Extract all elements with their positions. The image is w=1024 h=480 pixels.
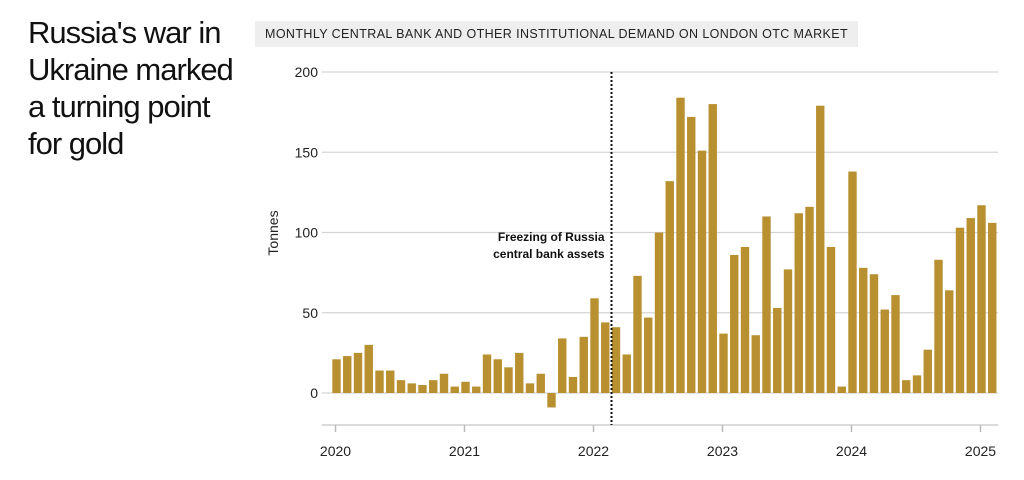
bar — [751, 335, 760, 393]
bar — [923, 349, 932, 393]
bar — [493, 359, 502, 393]
y-axis-label: Tonnes — [265, 210, 281, 255]
bar — [740, 246, 750, 393]
bar — [945, 290, 954, 393]
bar — [633, 275, 642, 393]
bar — [848, 171, 857, 393]
bar — [783, 269, 793, 393]
bar — [611, 327, 621, 393]
bar — [966, 218, 975, 393]
bar — [407, 383, 416, 393]
bar — [450, 386, 459, 393]
bar — [880, 309, 889, 393]
y-tick-label: 50 — [302, 305, 318, 321]
bar — [482, 354, 492, 393]
bar — [934, 259, 943, 393]
bar — [762, 216, 771, 393]
bar — [676, 97, 685, 394]
bar — [719, 333, 728, 393]
bar — [353, 352, 363, 393]
bar — [912, 375, 922, 393]
bar — [590, 298, 599, 393]
bar — [332, 359, 341, 393]
bar — [697, 150, 707, 393]
bar — [364, 344, 373, 393]
bar — [977, 205, 986, 393]
bar — [375, 370, 384, 393]
bar — [472, 386, 481, 393]
bar — [859, 267, 868, 393]
headline-line: Russia's war in — [28, 15, 221, 50]
bar — [504, 367, 513, 393]
bar — [869, 274, 879, 393]
bar — [826, 246, 836, 393]
bar — [579, 336, 588, 393]
bar — [805, 206, 814, 393]
bar — [687, 116, 696, 393]
y-tick-label: 150 — [295, 144, 319, 160]
bar — [654, 232, 664, 393]
y-tick-label: 200 — [295, 64, 319, 80]
bar — [418, 384, 427, 393]
x-tick-label: 2023 — [707, 443, 738, 459]
bar — [730, 254, 739, 393]
bar — [439, 373, 449, 393]
annotation-text: central bank assets — [493, 247, 605, 261]
bar — [816, 105, 825, 393]
bar — [396, 380, 406, 393]
x-tick-label: 2022 — [578, 443, 609, 459]
bar — [794, 213, 803, 393]
x-tick-label: 2024 — [836, 443, 867, 459]
y-tick-label: 0 — [310, 385, 318, 401]
bar — [837, 386, 846, 393]
bar — [665, 181, 674, 393]
bar — [988, 222, 997, 393]
x-tick-label: 2020 — [320, 443, 351, 459]
bar — [547, 393, 556, 408]
bar — [568, 376, 578, 393]
headline-line: a turning point — [28, 89, 210, 124]
bar — [558, 338, 567, 393]
bar — [644, 317, 653, 393]
bar — [536, 373, 545, 393]
headline-line: for gold — [28, 126, 124, 161]
y-tick-label: 100 — [295, 225, 319, 241]
x-tick-label: 2021 — [449, 443, 480, 459]
bar — [773, 307, 782, 393]
bar — [955, 227, 965, 393]
annotation-text: Freezing of Russia — [498, 230, 605, 244]
bar — [429, 380, 438, 393]
bar — [515, 352, 524, 393]
headline-line: Ukraine marked — [28, 52, 234, 87]
bar — [902, 380, 911, 393]
headline: Russia's war in Ukraine marked a turning… — [28, 14, 248, 162]
bar — [461, 381, 470, 393]
bar — [525, 383, 535, 393]
bar — [601, 322, 610, 393]
bar — [622, 354, 631, 393]
bar — [891, 295, 900, 393]
bar — [708, 104, 717, 393]
chart-title: MONTHLY CENTRAL BANK AND OTHER INSTITUTI… — [255, 21, 859, 47]
bar — [343, 356, 352, 393]
x-tick-label: 2025 — [965, 443, 996, 459]
bar — [386, 370, 395, 393]
